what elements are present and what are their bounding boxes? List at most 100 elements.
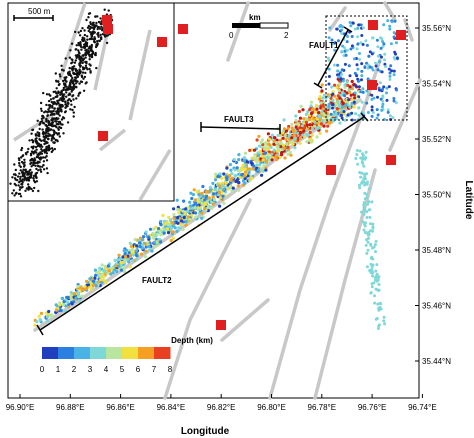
quake-point: [350, 44, 354, 48]
inset-quake-point: [59, 123, 63, 126]
quake-point: [379, 36, 383, 40]
inset-quake-point: [39, 157, 42, 161]
quake-point: [142, 235, 146, 239]
inset-quake-point: [72, 115, 75, 118]
quake-point: [191, 193, 195, 197]
inset-quake-point: [32, 179, 36, 182]
quake-point: [294, 118, 298, 122]
inset-quake-point: [71, 95, 74, 98]
inset-quake-point: [87, 47, 91, 50]
inset-quake-point: [90, 45, 93, 48]
quake-point: [281, 136, 285, 140]
inset-quake-point: [77, 71, 81, 74]
quake-point: [355, 63, 359, 67]
inset-quake-point: [52, 109, 55, 113]
quake-point: [358, 149, 362, 153]
quake-point: [275, 149, 279, 153]
quake-point: [134, 249, 138, 253]
quake-point: [211, 181, 215, 185]
inset-quake-point: [68, 66, 71, 70]
quake-point: [98, 273, 102, 277]
quake-point: [392, 73, 396, 77]
quake-point: [327, 67, 331, 71]
quake-point: [362, 203, 366, 207]
quake-point: [363, 183, 367, 187]
quake-point: [382, 85, 386, 89]
quake-point: [356, 79, 360, 83]
quake-point: [362, 164, 366, 168]
quake-point: [116, 258, 120, 262]
quake-point: [238, 175, 242, 179]
quake-point: [243, 174, 247, 178]
inset-quake-point: [24, 189, 27, 192]
quake-point: [117, 253, 121, 257]
inset-quake-point: [53, 141, 56, 145]
inset-quake-point: [57, 117, 60, 120]
quake-point: [366, 63, 370, 67]
inset-quake-point: [34, 175, 38, 178]
quake-point: [320, 89, 324, 93]
inset-quake-point: [70, 103, 73, 106]
inset-quake-point: [60, 118, 64, 121]
quake-point: [346, 113, 350, 117]
quake-point: [383, 62, 387, 66]
inset-quake-point: [78, 73, 81, 76]
inset-quake-point: [58, 107, 61, 110]
inset-quake-point: [68, 56, 72, 59]
quake-point: [184, 223, 188, 227]
inset-station: [157, 37, 167, 47]
inset-quake-point: [50, 118, 53, 122]
inset-quake-point: [47, 108, 50, 111]
quake-point: [297, 123, 301, 127]
quake-point: [152, 240, 156, 244]
inset-quake-point: [55, 123, 58, 126]
quake-point: [385, 86, 389, 90]
quake-point: [331, 103, 335, 106]
quake-point: [370, 105, 374, 109]
quake-point: [54, 303, 58, 307]
quake-point: [360, 78, 363, 82]
inset-quake-point: [74, 77, 77, 80]
quake-point: [230, 189, 234, 193]
fault2-marker: FAULT2: [36, 112, 369, 336]
quake-point: [103, 269, 107, 273]
quake-point: [333, 48, 337, 52]
inset-quake-point: [81, 71, 85, 74]
quake-point: [159, 223, 163, 227]
quake-point: [255, 163, 259, 167]
quake-point: [280, 151, 284, 155]
quake-point: [107, 269, 111, 273]
quake-point: [357, 183, 361, 187]
quake-point: [374, 239, 378, 243]
inset-quake-point: [55, 131, 58, 135]
inset-quake-point: [78, 34, 82, 37]
inset-quake-point: [58, 73, 61, 76]
quake-point: [262, 164, 266, 168]
quake-point: [343, 118, 347, 122]
quake-point: [365, 251, 369, 255]
inset-quake-point: [47, 137, 50, 141]
quake-point: [281, 143, 285, 147]
quake-point: [344, 53, 348, 57]
quake-point: [336, 39, 340, 43]
quake-point: [203, 198, 207, 202]
inset-quake-point: [71, 108, 74, 112]
inset-quake-point: [47, 99, 51, 103]
inset-quake-point: [79, 44, 82, 48]
quake-point: [113, 258, 117, 262]
quake-point: [380, 108, 384, 112]
quake-point: [122, 248, 126, 253]
quake-point: [119, 263, 123, 267]
quake-point: [200, 202, 204, 206]
inset-quake-point: [90, 49, 93, 53]
quake-point: [375, 272, 379, 276]
quake-point: [263, 141, 267, 145]
quake-point: [272, 148, 276, 152]
quake-point: [221, 194, 225, 198]
inset-quake-point: [70, 42, 74, 45]
quake-point: [194, 211, 198, 215]
inset-quake-point: [86, 38, 89, 41]
quake-point: [93, 276, 97, 280]
inset-quake-point: [50, 101, 53, 104]
quake-point: [316, 126, 320, 130]
